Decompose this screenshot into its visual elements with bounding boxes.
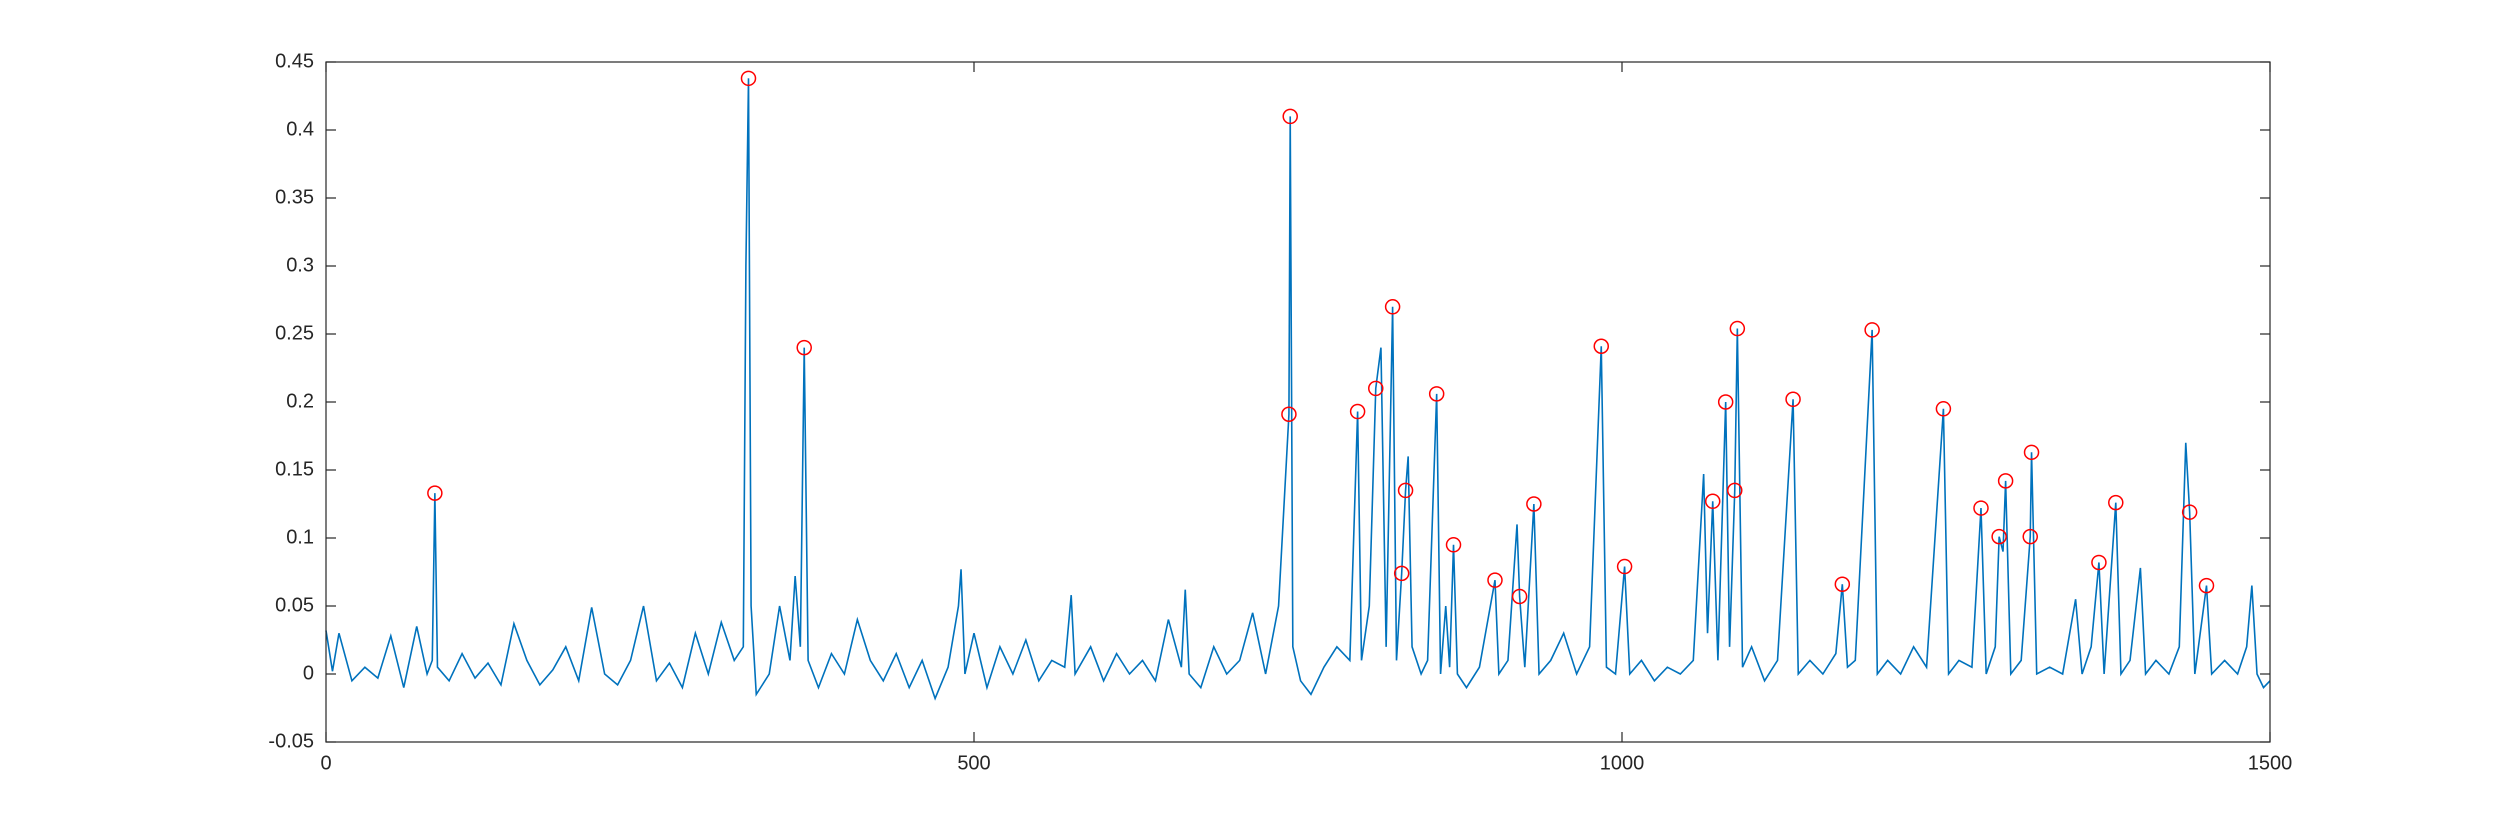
peak-marker bbox=[1727, 482, 1743, 499]
peak-marker bbox=[1384, 299, 1401, 315]
peak-marker bbox=[1991, 528, 2007, 545]
peak-marker bbox=[1282, 108, 1298, 125]
peak-marker bbox=[2022, 528, 2038, 545]
peak-marker bbox=[1393, 565, 1410, 582]
y-tick-label: 0.45 bbox=[275, 50, 314, 72]
peak-marker bbox=[1729, 320, 1746, 337]
signal-line bbox=[325, 78, 2271, 701]
y-tick-label: 0.2 bbox=[286, 390, 314, 412]
peak-marker bbox=[1864, 322, 1880, 338]
peak-marker bbox=[1973, 500, 1989, 516]
peak-marker bbox=[1368, 380, 1384, 397]
peak-marker bbox=[1785, 391, 1801, 408]
peak-marker bbox=[1593, 338, 1610, 354]
peak-marker bbox=[2023, 444, 2040, 461]
peak-marker bbox=[1616, 558, 1633, 575]
peak-marker bbox=[1487, 572, 1503, 588]
peak-marker bbox=[1717, 394, 1734, 410]
peak-marker bbox=[1526, 496, 1542, 512]
peak-marker bbox=[2181, 504, 2198, 520]
y-tick-label: 0.25 bbox=[275, 322, 314, 344]
y-tick-label: 0.3 bbox=[286, 254, 314, 276]
axes-box bbox=[325, 61, 2271, 743]
y-tick-label: 0.15 bbox=[275, 458, 314, 480]
peak-marker bbox=[740, 70, 757, 87]
peak-marker bbox=[1935, 401, 1952, 417]
y-tick-label: 0.4 bbox=[286, 118, 314, 140]
peak-marker bbox=[2108, 494, 2124, 511]
x-tick-label: 500 bbox=[957, 752, 990, 774]
peak-marker bbox=[1281, 406, 1297, 422]
peak-marker bbox=[1511, 588, 1528, 605]
y-tick-label: 0.1 bbox=[286, 526, 314, 548]
peak-marker bbox=[1349, 403, 1366, 420]
peak-marker bbox=[427, 485, 443, 501]
peak-marker bbox=[1445, 537, 1462, 553]
peak-marker bbox=[2091, 554, 2107, 571]
y-tick-label: 0 bbox=[303, 662, 314, 684]
y-tick-label: 0.35 bbox=[275, 186, 314, 208]
y-tick-label: 0.05 bbox=[275, 594, 314, 616]
peak-marker bbox=[1397, 482, 1414, 499]
peak-marker bbox=[1997, 473, 2014, 489]
peak-marker bbox=[1834, 576, 1851, 592]
y-tick-label: -0.05 bbox=[268, 730, 314, 752]
peak-marker bbox=[2198, 577, 2215, 594]
x-tick-label: 0 bbox=[320, 752, 331, 774]
peak-marker bbox=[796, 339, 812, 356]
peak-marker bbox=[1428, 386, 1445, 402]
peak-marker bbox=[1704, 493, 1721, 510]
x-tick-label: 1500 bbox=[2248, 752, 2293, 774]
x-tick-label: 1000 bbox=[1600, 752, 1645, 774]
